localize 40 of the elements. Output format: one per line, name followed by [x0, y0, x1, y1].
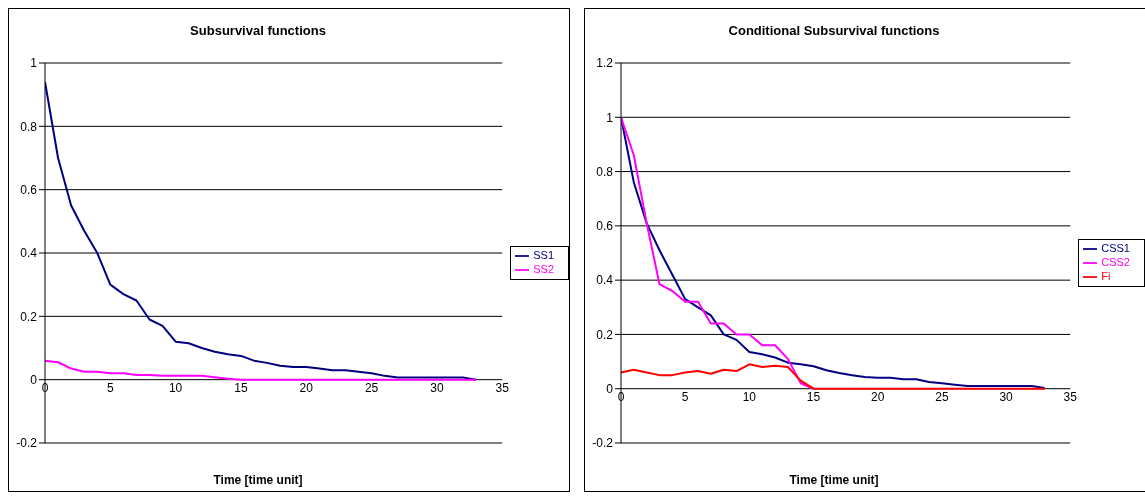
- x-tick-label: 15: [234, 380, 248, 395]
- y-tick-label: 0.6: [596, 219, 614, 234]
- y-tick-label: 1.2: [596, 56, 614, 71]
- x-tick-label: 20: [871, 389, 885, 404]
- y-tick-label: 0.2: [596, 327, 614, 342]
- legend-label: SS1: [533, 248, 554, 261]
- legend-label: SS2: [533, 263, 554, 275]
- x-tick-label: 0: [41, 380, 49, 395]
- line-series: [621, 363, 1046, 390]
- chart-title: Subsurvival functions: [189, 23, 327, 40]
- x-tick-label: 5: [681, 389, 689, 404]
- y-tick-label: 0.6: [20, 182, 38, 197]
- x-tick-label: 30: [430, 380, 444, 395]
- chart-title: Conditional Subsurvival functions: [727, 23, 941, 40]
- x-tick-label: 35: [1063, 389, 1078, 404]
- y-tick-label: 0.4: [20, 246, 38, 261]
- y-tick-label: 0.8: [20, 119, 38, 134]
- x-axis-title: Time [time unit]: [212, 473, 304, 487]
- x-tick-label: 25: [364, 380, 379, 395]
- x-tick-label: 5: [106, 380, 114, 395]
- legend-label: CSS2: [1101, 255, 1130, 268]
- line-series: [45, 359, 478, 381]
- x-tick-label: 20: [299, 380, 314, 395]
- x-axis-title: Time [time unit]: [788, 473, 880, 487]
- x-tick-label: 35: [495, 380, 510, 395]
- y-tick-label: 1: [606, 110, 614, 125]
- y-tick-label: 1: [30, 56, 38, 71]
- y-tick-label: 0.2: [20, 309, 38, 324]
- x-tick-label: 15: [806, 389, 821, 404]
- legend-label: CSS1: [1101, 241, 1130, 254]
- x-tick-label: 0: [617, 389, 625, 404]
- y-tick-label: -0.2: [592, 436, 614, 451]
- x-tick-label: 30: [999, 389, 1014, 404]
- legend-label: Fi: [1101, 270, 1111, 283]
- y-tick-label: 0.4: [596, 273, 614, 288]
- x-tick-label: 25: [935, 389, 949, 404]
- y-tick-label: -0.2: [16, 436, 38, 451]
- x-tick-label: 10: [168, 380, 183, 395]
- y-tick-label: 0.8: [596, 164, 614, 179]
- x-tick-label: 10: [742, 389, 757, 404]
